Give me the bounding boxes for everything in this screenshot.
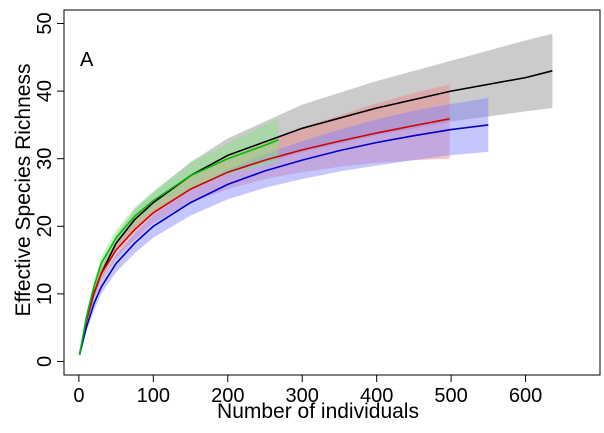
confidence-band-blue	[79, 97, 489, 355]
y-ticks: 0 10 20 30 40 50	[34, 12, 64, 367]
x-tick-label: 400	[360, 385, 393, 407]
y-tick-label: 10	[34, 283, 56, 305]
y-tick-label: 50	[34, 12, 56, 34]
series-lines	[78, 70, 553, 355]
x-tick-label: 0	[73, 385, 84, 407]
x-tick-label: 600	[509, 385, 542, 407]
plot-frame	[63, 9, 601, 376]
confidence-bands	[79, 33, 553, 355]
confidence-band-green	[79, 118, 279, 355]
x-tick-label: 100	[137, 385, 170, 407]
x-ticks: 0 100 200 300 400 500 600	[73, 375, 542, 407]
x-tick-label: 300	[286, 385, 319, 407]
confidence-band-red	[79, 84, 450, 355]
y-tick-label: 0	[34, 356, 56, 367]
x-tick-label: 500	[434, 385, 467, 407]
y-axis-title: Effective Species Richness	[12, 64, 35, 317]
series-line-red	[78, 118, 450, 355]
x-tick-label: 200	[211, 385, 244, 407]
confidence-band-black	[79, 33, 553, 355]
y-tick-label: 40	[34, 80, 56, 102]
y-tick-label: 30	[34, 148, 56, 170]
x-axis-title: Number of individuals	[217, 400, 419, 423]
panel-label: A	[80, 49, 94, 71]
series-line-blue	[78, 124, 489, 355]
series-line-green	[78, 139, 279, 355]
y-tick-label: 20	[34, 215, 56, 237]
